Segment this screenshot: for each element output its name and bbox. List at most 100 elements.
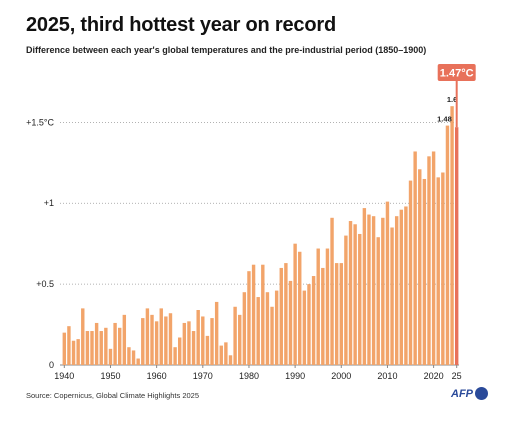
bar bbox=[376, 237, 380, 365]
bar bbox=[233, 306, 237, 365]
bar bbox=[362, 208, 367, 365]
afp-logo: AFP bbox=[451, 387, 488, 400]
bar bbox=[145, 308, 150, 365]
bar bbox=[136, 358, 140, 365]
bar bbox=[427, 156, 431, 365]
y-tick-label: +1.5°C bbox=[26, 117, 54, 127]
bar bbox=[422, 178, 427, 365]
bar bbox=[205, 335, 210, 365]
chart-subtitle: Difference between each year's global te… bbox=[26, 45, 427, 55]
bar bbox=[85, 331, 90, 365]
bar bbox=[81, 308, 85, 365]
bar bbox=[214, 301, 219, 365]
bar bbox=[168, 313, 173, 365]
x-tick-label: 2000 bbox=[331, 371, 351, 381]
x-tick-label: 1990 bbox=[285, 371, 305, 381]
bar bbox=[431, 151, 436, 365]
bar bbox=[159, 308, 163, 365]
x-tick-label: 1970 bbox=[193, 371, 213, 381]
x-tick-label: 1950 bbox=[100, 371, 120, 381]
bar bbox=[270, 306, 274, 365]
x-tick-label: 1940 bbox=[54, 371, 74, 381]
bar bbox=[325, 248, 330, 365]
bar bbox=[99, 331, 103, 365]
bar bbox=[154, 321, 159, 365]
bar bbox=[353, 224, 357, 365]
bar bbox=[62, 332, 67, 365]
bar bbox=[141, 318, 145, 365]
chart-title: 2025, third hottest year on record bbox=[26, 14, 336, 36]
bar bbox=[445, 125, 450, 366]
bar bbox=[247, 271, 251, 365]
bar bbox=[265, 292, 270, 365]
bar bbox=[94, 322, 99, 365]
x-tick-label: 2010 bbox=[377, 371, 397, 381]
y-tick-label: 0 bbox=[49, 360, 54, 370]
bar bbox=[182, 322, 187, 365]
bar bbox=[298, 251, 302, 365]
bar bbox=[90, 331, 94, 365]
bar bbox=[127, 347, 131, 365]
bar bbox=[117, 327, 122, 365]
bar bbox=[408, 180, 413, 365]
afp-logo-text: AFP bbox=[451, 387, 473, 400]
bar bbox=[454, 127, 459, 366]
data-label: 1.6 bbox=[447, 95, 457, 104]
bar bbox=[76, 339, 80, 365]
bar bbox=[390, 227, 394, 365]
bar bbox=[316, 248, 320, 365]
bar bbox=[131, 350, 136, 365]
bar bbox=[196, 310, 200, 365]
bar bbox=[108, 348, 113, 365]
bar bbox=[113, 322, 117, 365]
bar bbox=[67, 326, 71, 365]
bar bbox=[201, 316, 205, 365]
bar bbox=[381, 217, 385, 365]
bar bbox=[371, 216, 376, 365]
bar bbox=[293, 243, 297, 365]
bar bbox=[399, 209, 404, 365]
bar bbox=[256, 297, 260, 365]
bar bbox=[191, 331, 196, 365]
source-note: Source: Copernicus, Global Climate Highl… bbox=[26, 391, 200, 400]
bar bbox=[385, 201, 390, 365]
bar bbox=[71, 340, 76, 365]
bar bbox=[302, 290, 307, 365]
data-label: 1.48 bbox=[437, 115, 452, 124]
bar bbox=[187, 321, 191, 365]
bar bbox=[311, 276, 316, 365]
bar bbox=[418, 169, 422, 365]
highlight-label-box bbox=[437, 64, 476, 81]
bar bbox=[104, 327, 108, 365]
bar bbox=[344, 235, 348, 365]
bar bbox=[358, 233, 362, 365]
x-tick-label: 2020 bbox=[424, 371, 444, 381]
highlight-label: 1.47°C bbox=[440, 68, 474, 80]
bar bbox=[450, 106, 454, 366]
bar bbox=[339, 263, 343, 365]
bar bbox=[288, 280, 293, 365]
y-tick-label: +1 bbox=[44, 198, 54, 208]
bar bbox=[436, 177, 440, 365]
bar bbox=[210, 318, 214, 365]
bar bbox=[228, 355, 233, 365]
bar bbox=[284, 263, 288, 365]
bar bbox=[279, 267, 283, 365]
bar bbox=[122, 314, 127, 365]
bar bbox=[150, 314, 154, 365]
bar bbox=[173, 347, 177, 365]
bar bbox=[367, 214, 371, 365]
bar bbox=[330, 217, 334, 365]
x-tick-label: 1960 bbox=[147, 371, 167, 381]
x-tick-label: 1980 bbox=[239, 371, 259, 381]
x-tick-label: 25 bbox=[452, 371, 462, 381]
bar bbox=[242, 292, 247, 365]
bar bbox=[178, 337, 182, 365]
y-tick-label: +0.5 bbox=[36, 279, 54, 289]
bar bbox=[348, 221, 353, 365]
bar bbox=[404, 206, 408, 365]
bar bbox=[441, 172, 445, 365]
bar bbox=[164, 316, 168, 365]
bar bbox=[274, 290, 279, 365]
